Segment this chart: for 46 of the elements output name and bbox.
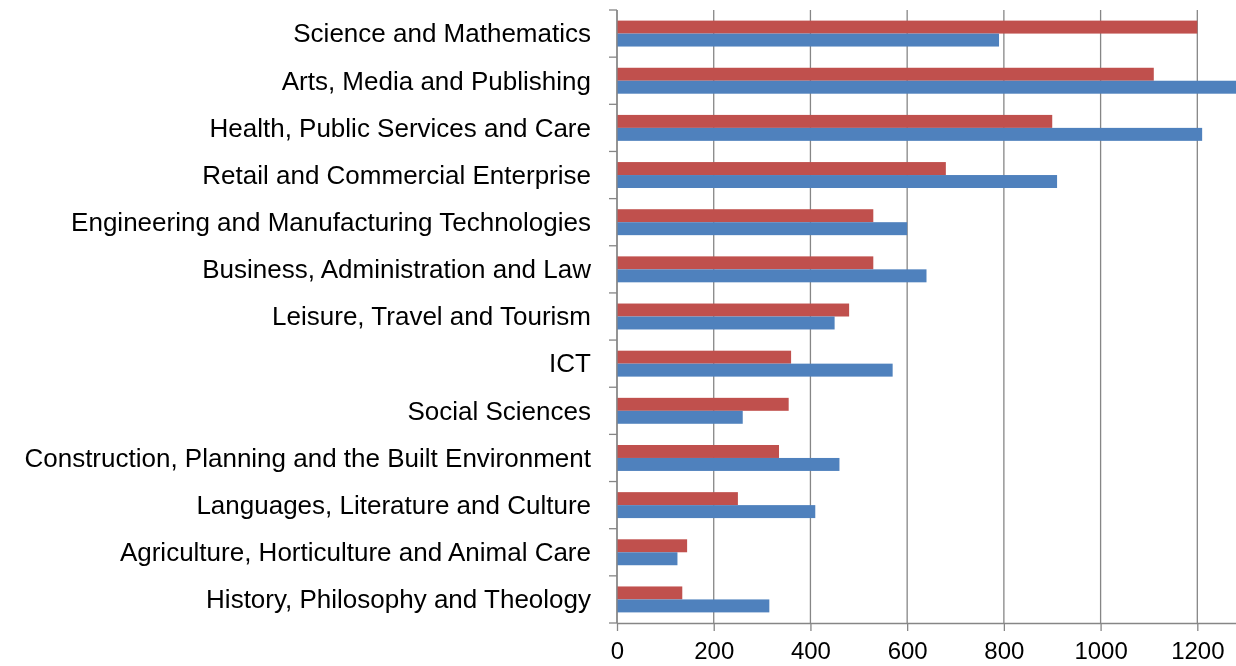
bar — [617, 316, 835, 330]
x-tick-label: 0 — [610, 637, 625, 665]
y-tick-label: Social Sciences — [407, 395, 591, 426]
bar — [617, 410, 743, 424]
bar — [617, 80, 1236, 94]
bar — [617, 222, 908, 236]
y-tick-label: Retail and Commercial Enterprise — [202, 159, 591, 190]
bar — [617, 505, 816, 519]
bar — [617, 33, 1000, 47]
bar — [617, 114, 1053, 128]
y-tick-label: Construction, Planning and the Built Environment — [24, 442, 592, 473]
x-tick-label: 800 — [984, 637, 1025, 665]
bar — [617, 492, 738, 506]
bar — [617, 457, 840, 471]
bar — [617, 209, 874, 223]
bar — [617, 539, 688, 553]
x-tick-label: 400 — [790, 637, 831, 665]
bar — [617, 397, 789, 411]
bar — [617, 67, 1154, 81]
x-tick-label: 200 — [694, 637, 735, 665]
y-tick-label: History, Philosophy and Theology — [206, 584, 591, 615]
bar — [617, 350, 792, 364]
bar — [617, 269, 927, 283]
bar — [617, 256, 874, 270]
bar — [617, 303, 850, 317]
y-tick-label: ICT — [549, 348, 592, 379]
bar — [617, 552, 678, 566]
bar — [617, 175, 1058, 189]
y-tick-label: Agriculture, Horticulture and Animal Care — [119, 537, 591, 568]
bar — [617, 162, 946, 176]
y-tick-label: Health, Public Services and Care — [209, 112, 591, 143]
x-tick-label: 1200 — [1171, 637, 1225, 665]
y-tick-label: Arts, Media and Publishing — [281, 65, 591, 96]
bar — [617, 444, 779, 458]
y-tick-label: Leisure, Travel and Tourism — [272, 301, 591, 332]
bar — [617, 599, 770, 613]
x-tick-label: 1000 — [1074, 637, 1128, 665]
y-tick-label: Languages, Literature and Culture — [196, 489, 591, 520]
y-tick-label: Business, Administration and Law — [202, 254, 592, 285]
y-tick-label: Science and Mathematics — [293, 18, 591, 49]
y-tick-label: Engineering and Manufacturing Technologies — [71, 207, 591, 238]
bar — [617, 363, 893, 377]
x-tick-label: 600 — [887, 637, 928, 665]
bar — [617, 586, 683, 600]
bar — [617, 127, 1203, 141]
bar — [617, 20, 1198, 34]
